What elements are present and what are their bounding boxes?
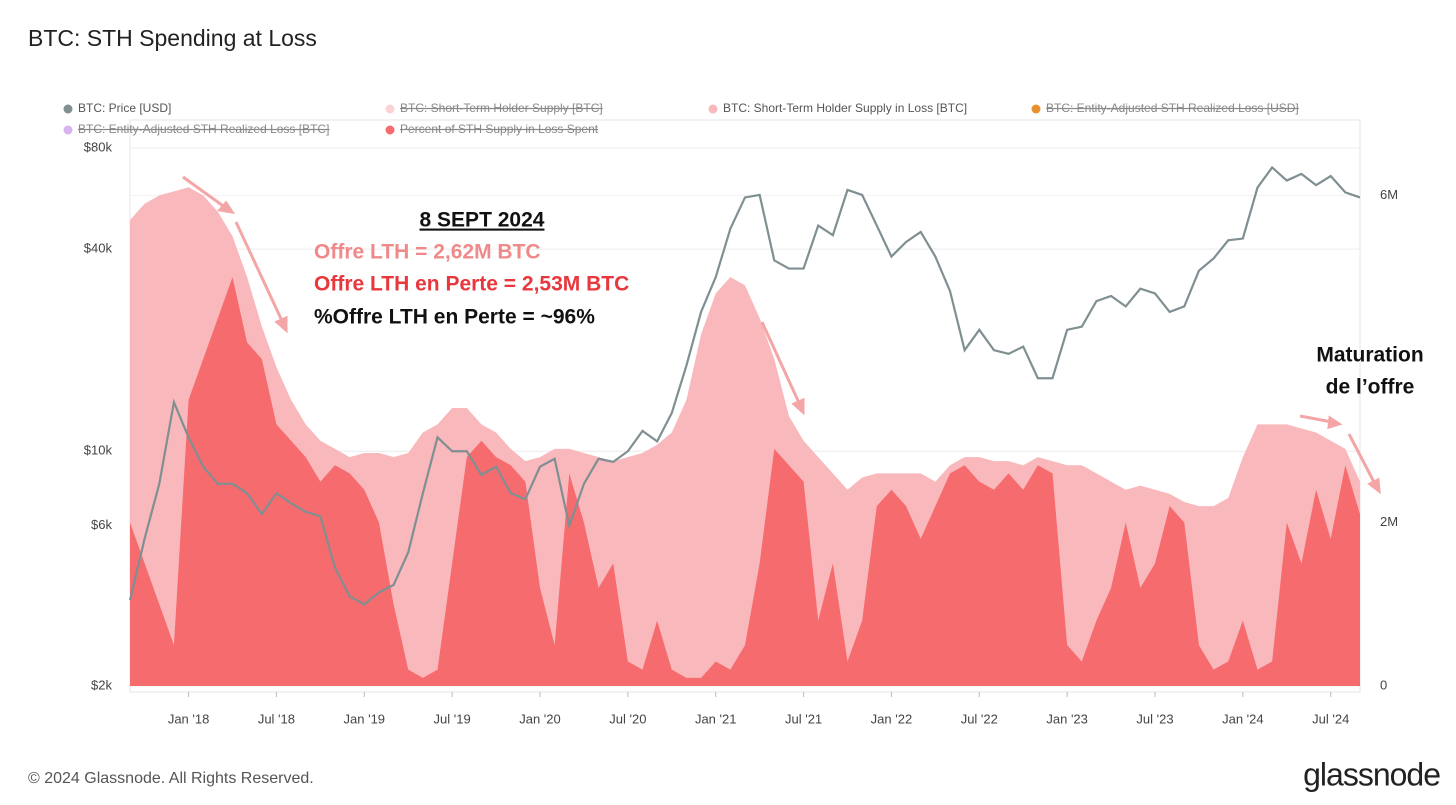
legend-label: BTC: Short-Term Holder Supply [BTC] <box>400 101 603 115</box>
legend-label: Percent of STH Supply in Loss Spent <box>400 122 599 136</box>
x-tick-label: Jul '19 <box>434 711 471 726</box>
x-tick-label: Jul '21 <box>785 711 822 726</box>
y2-tick-label: 2M <box>1380 514 1398 529</box>
legend-label: BTC: Short-Term Holder Supply in Loss [B… <box>723 101 967 115</box>
annotation: 8 SEPT 2024 <box>420 209 545 232</box>
legend-swatch <box>385 104 395 114</box>
legend-swatch <box>63 125 73 135</box>
chart-title: BTC: STH Spending at Loss <box>28 25 317 51</box>
legend-label: BTC: Entity-Adjusted STH Realized Loss [… <box>78 122 329 136</box>
x-tick-label: Jul '22 <box>961 711 998 726</box>
y2-tick-label: 0 <box>1380 677 1387 692</box>
area <box>130 277 1360 686</box>
legend-label: BTC: Price [USD] <box>78 101 171 115</box>
logo: glassnode <box>1303 756 1440 792</box>
y-tick-label: $2k <box>91 677 112 692</box>
annotation: Offre LTH = 2,62M BTC <box>314 241 541 264</box>
arrows <box>182 175 1381 495</box>
legend-swatch <box>63 104 73 114</box>
x-tick-label: Jan '23 <box>1046 711 1088 726</box>
x-tick-label: Jul '20 <box>609 711 646 726</box>
x-tick-label: Jan '24 <box>1222 711 1264 726</box>
annotation: de l’offre <box>1326 376 1415 399</box>
annotation: Maturation <box>1316 344 1423 367</box>
x-tick-label: Jan '22 <box>871 711 913 726</box>
y-tick-label: $10k <box>84 443 113 458</box>
legend-swatch <box>1031 104 1041 114</box>
legend-swatch <box>708 104 718 114</box>
x-tick-label: Jan '18 <box>168 711 210 726</box>
legend-swatch <box>385 125 395 135</box>
line <box>128 165 1361 606</box>
y2-tick-label: 6M <box>1380 187 1398 202</box>
legend-label: BTC: Entity-Adjusted STH Realized Loss [… <box>1046 101 1299 115</box>
y-tick-label: $80k <box>84 139 113 154</box>
y-tick-label: $40k <box>84 241 113 256</box>
x-tick-label: Jul '18 <box>258 711 295 726</box>
x-tick-label: Jan '21 <box>695 711 737 726</box>
x-tick-label: Jul '24 <box>1312 711 1349 726</box>
x-tick-label: Jan '20 <box>519 711 561 726</box>
copyright: © 2024 Glassnode. All Rights Reserved. <box>28 770 314 787</box>
annotation: %Offre LTH en Perte = ~96% <box>314 306 595 329</box>
x-tick-label: Jan '19 <box>344 711 386 726</box>
annotation: Offre LTH en Perte = 2,53M BTC <box>314 273 629 296</box>
x-tick-label: Jul '23 <box>1136 711 1173 726</box>
y-tick-label: $6k <box>91 517 112 532</box>
